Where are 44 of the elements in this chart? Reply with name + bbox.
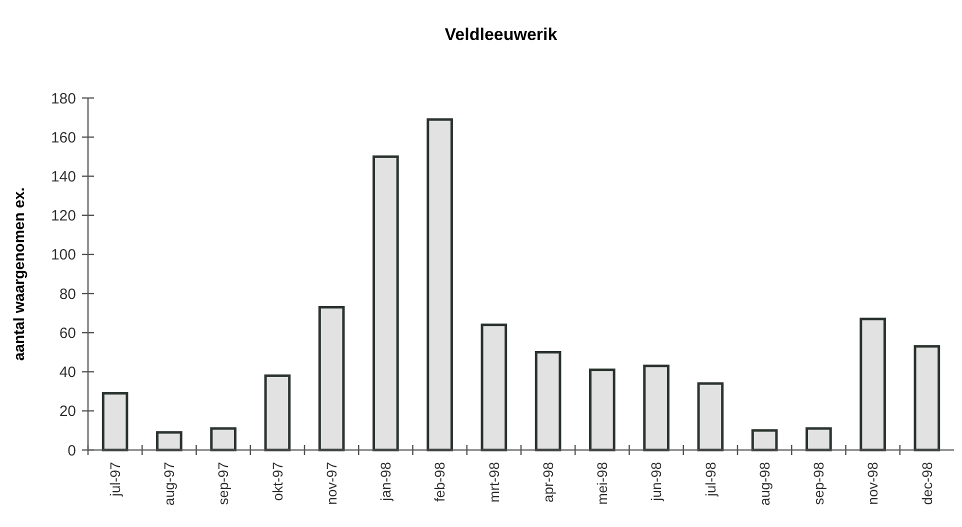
x-tick-label: mei-98 [594,462,610,505]
x-tick-label: nov-98 [864,462,881,505]
bar [914,345,940,452]
bar [480,324,508,452]
bar [210,427,236,452]
y-tick-label: 160 [50,129,76,146]
y-tick-label: 140 [50,168,76,186]
y-tick-label: 0 [68,442,76,460]
bar [426,118,453,452]
bar [372,155,399,452]
y-tick-label: 180 [50,90,76,108]
x-tick-label: feb-98 [432,462,448,502]
chart-title: Veldleeuwerik [444,25,558,44]
x-tick-label: jan-98 [378,462,394,502]
bar [697,382,724,452]
x-tick-label: sep-98 [810,462,827,505]
y-tick-label: 100 [50,246,76,264]
x-tick-label: nov-97 [323,462,340,505]
bar [318,306,345,452]
x-tick-label: mrt-98 [486,462,502,502]
bar [751,429,778,452]
bar [806,427,832,452]
y-tick-label: 40 [59,364,76,382]
bar [534,350,562,452]
y-tick-label: 80 [59,286,76,303]
bar [264,374,291,452]
x-tick-label: apr-98 [540,462,556,502]
y-axis-title: aantal waargenomen ex. [11,187,28,361]
x-tick-label: jul-97 [106,462,123,498]
x-tick-label: dec-98 [918,462,935,505]
y-tick-label: 60 [59,324,76,342]
bar [102,392,128,452]
y-tick-label: 120 [50,208,76,225]
bar [156,431,182,452]
x-tick-label: aug-97 [161,462,178,506]
x-tick-label: jun-98 [648,462,664,502]
bar [643,364,670,452]
x-tick-label: jul-98 [702,462,718,498]
x-tick-label: sep-97 [215,462,232,505]
x-tick-label: aug-98 [756,462,772,506]
y-tick-label: 20 [59,403,76,420]
bar [860,318,886,452]
x-tick-label: okt-97 [269,462,286,501]
bar [589,368,616,452]
